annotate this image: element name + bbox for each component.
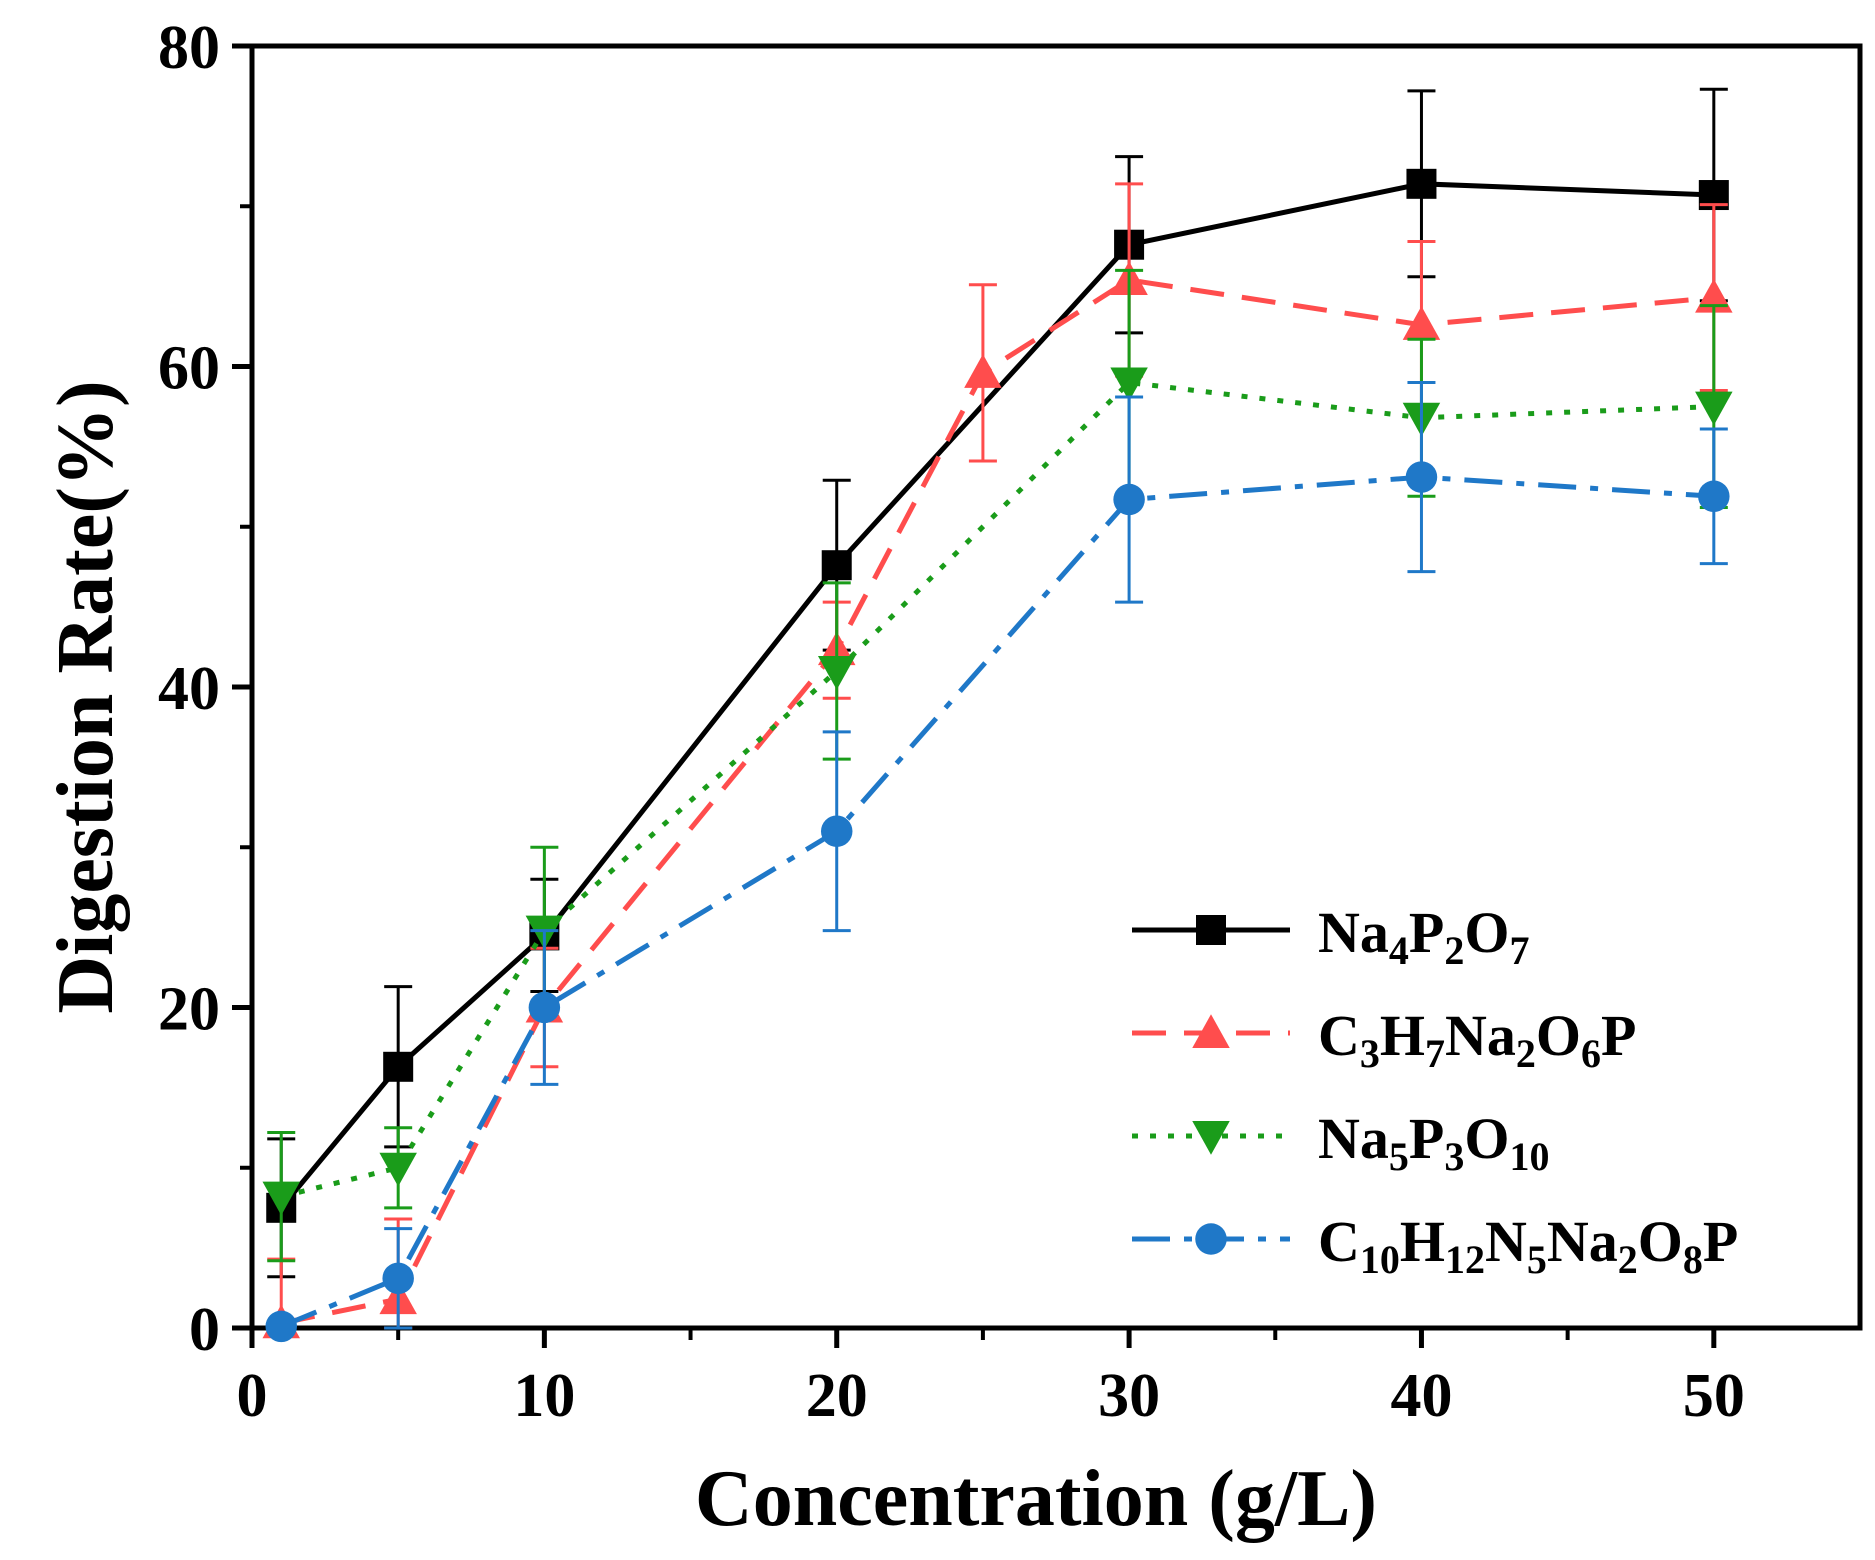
data-point: [1402, 306, 1441, 340]
data-point: [1110, 367, 1148, 402]
data-point: [528, 991, 561, 1024]
data-point: [1698, 480, 1730, 513]
data-point: [821, 550, 852, 581]
legend-label: C10H12N5Na2O8P: [1318, 1209, 1738, 1282]
plot-frame: [249, 43, 1863, 1331]
y-tick-label: 60: [158, 335, 220, 403]
series-line: [280, 379, 1714, 1200]
legend-item: C10H12N5Na2O8P: [1132, 1209, 1738, 1282]
data-point: [1113, 483, 1145, 516]
data-point: [964, 354, 1002, 388]
y-tick-label: 80: [158, 14, 220, 82]
legend-marker: [1192, 1014, 1230, 1048]
data-point: [262, 1181, 300, 1216]
legend: Na4P2O7 C3H7Na2O6P Na5P3O10 C10H12N5Na2O8P: [1132, 900, 1738, 1282]
legend-label: C3H7Na2O6P: [1318, 1003, 1636, 1076]
data-point: [1695, 391, 1733, 426]
y-tick-label: 40: [158, 655, 220, 723]
x-tick-label: 10: [513, 1362, 575, 1430]
data-point: [820, 815, 853, 847]
data-point: [383, 1051, 414, 1082]
data-point: [265, 1310, 297, 1343]
legend-item: Na4P2O7: [1132, 900, 1529, 973]
x-tick-label: 30: [1098, 1362, 1160, 1430]
x-tick-label: 20: [806, 1362, 868, 1430]
legend-item: C3H7Na2O6P: [1132, 1003, 1636, 1076]
x-axis-title: Concentration (g/L): [695, 1455, 1377, 1543]
axes-group: 0 10 20 30 40 50 0 20 40 60 80: [158, 14, 1863, 1430]
x-tick-label: 0: [237, 1362, 268, 1430]
legend-label: Na4P2O7: [1318, 900, 1529, 973]
legend-item: Na5P3O10: [1132, 1106, 1549, 1179]
data-point: [1405, 461, 1438, 493]
x-tick-label: 40: [1390, 1362, 1452, 1430]
data-point: [1406, 168, 1437, 199]
y-axis-title: Digestion Rate(%): [42, 380, 130, 1013]
series-0: [266, 87, 1729, 1279]
series-3: [265, 381, 1730, 1343]
y-tick-label: 0: [189, 1296, 220, 1364]
data-point: [817, 655, 856, 690]
x-tick-label: 50: [1683, 1362, 1745, 1430]
series-line: [280, 277, 1715, 1326]
series-group: [262, 87, 1733, 1343]
legend-marker: [1196, 915, 1226, 945]
legend-marker: [1192, 1121, 1230, 1155]
series-2: [262, 268, 1733, 1263]
data-point: [379, 1152, 417, 1187]
legend-marker: [1195, 1223, 1227, 1255]
legend-label: Na5P3O10: [1318, 1106, 1549, 1179]
y-tick-label: 20: [158, 976, 220, 1044]
data-point: [382, 1262, 414, 1295]
